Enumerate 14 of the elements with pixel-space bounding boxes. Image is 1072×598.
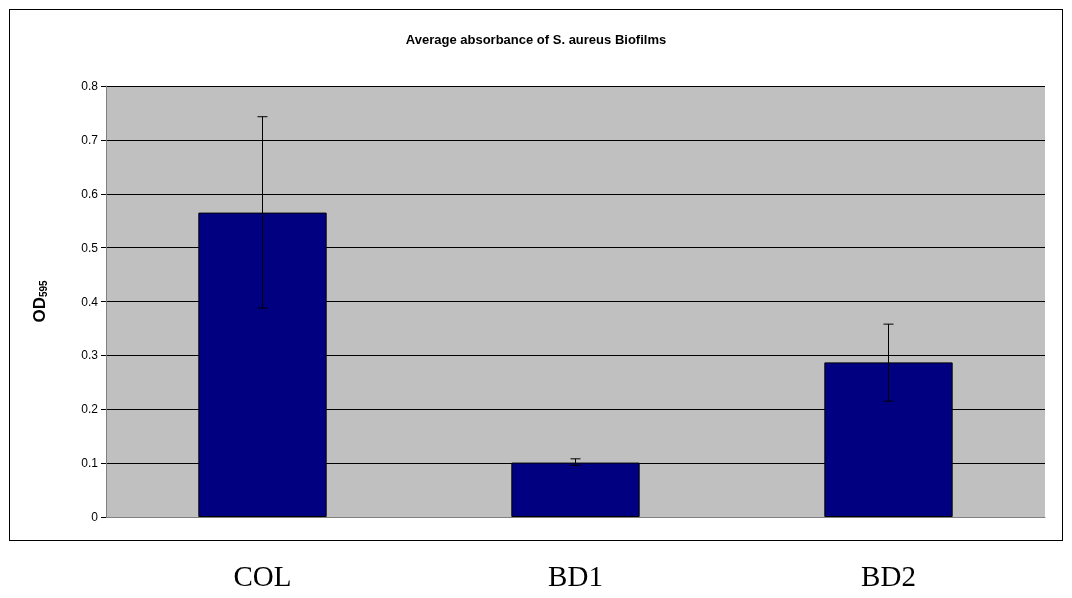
y-tick-label: 0.2: [81, 402, 99, 417]
x-tick-label: COL: [233, 559, 292, 592]
y-tick-label: 0.3: [81, 348, 99, 363]
y-tick-label: 0.1: [81, 456, 99, 471]
y-axis-title: OD595: [29, 279, 49, 323]
y-tick-label: 0.4: [81, 294, 99, 309]
x-tick-label: BD2: [861, 559, 916, 592]
y-tick-label: 0: [91, 510, 99, 524]
y-tick-label: 0.8: [81, 79, 99, 93]
y-tick-label: 0.7: [81, 132, 99, 147]
y-tick-label: 0.5: [81, 240, 99, 255]
x-tick-label: BD1: [548, 559, 603, 592]
y-tick-label: 0.6: [81, 186, 99, 201]
chart-title: Average absorbance of S. aureus Biofilms: [405, 32, 667, 47]
